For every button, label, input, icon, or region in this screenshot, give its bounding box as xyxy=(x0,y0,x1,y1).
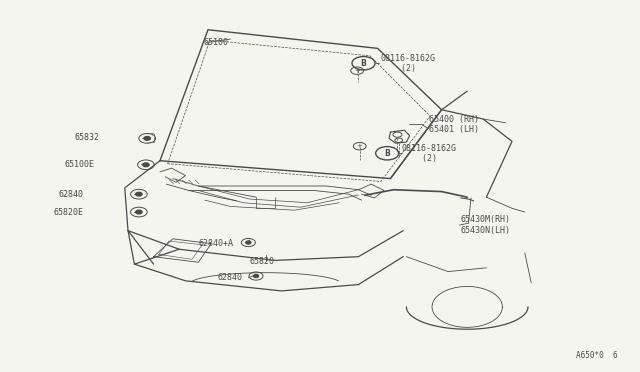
Circle shape xyxy=(144,137,150,140)
Text: 65820: 65820 xyxy=(250,257,275,266)
Circle shape xyxy=(253,275,259,278)
Text: 65430M(RH)
65430N(LH): 65430M(RH) 65430N(LH) xyxy=(461,215,511,235)
Text: B: B xyxy=(385,149,390,158)
Text: 08116-8162G
    (2): 08116-8162G (2) xyxy=(381,54,436,73)
Text: 65832: 65832 xyxy=(74,133,99,142)
Circle shape xyxy=(136,210,142,214)
Text: +: + xyxy=(354,68,360,74)
Text: 62840: 62840 xyxy=(58,190,83,199)
Text: 62840+A: 62840+A xyxy=(198,239,234,248)
Text: 65100: 65100 xyxy=(204,38,228,47)
Text: 08116-8162G
    (2): 08116-8162G (2) xyxy=(402,144,457,163)
Text: 65820E: 65820E xyxy=(53,208,83,217)
Text: 65400 (RH)
65401 (LH): 65400 (RH) 65401 (LH) xyxy=(429,115,479,134)
Circle shape xyxy=(246,241,251,244)
Text: +: + xyxy=(356,143,363,149)
Text: A650*0  6: A650*0 6 xyxy=(576,351,618,360)
Circle shape xyxy=(143,163,149,167)
Circle shape xyxy=(136,192,142,196)
Text: B: B xyxy=(361,59,366,68)
Text: 65100E: 65100E xyxy=(65,160,95,169)
Text: 62840: 62840 xyxy=(218,273,243,282)
